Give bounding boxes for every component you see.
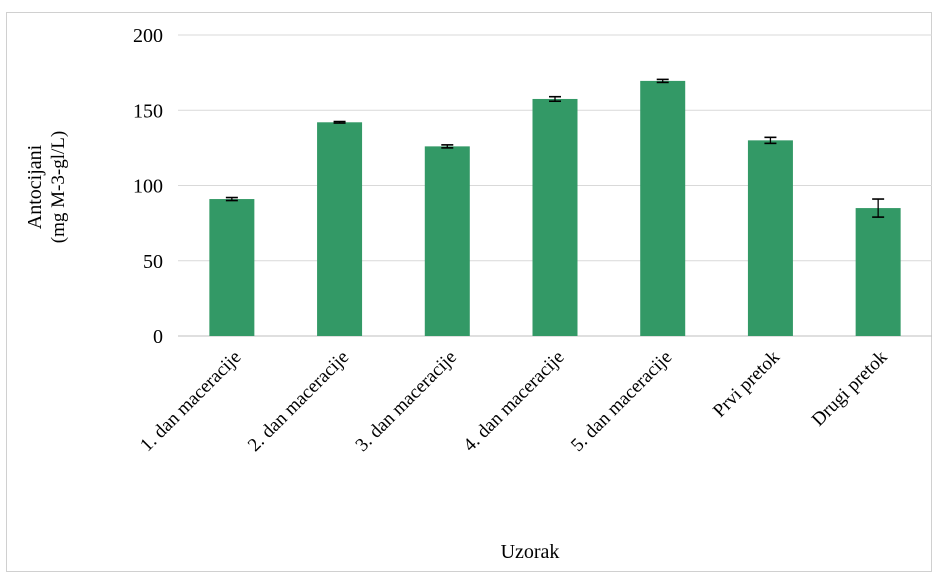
bar <box>424 146 470 336</box>
bar <box>640 80 686 336</box>
bar <box>747 140 793 336</box>
error-bar <box>225 196 238 202</box>
bars <box>209 80 901 337</box>
bar <box>317 122 363 336</box>
x-axis-title: Uzorak <box>501 541 560 563</box>
bar <box>209 199 255 336</box>
error-bar <box>441 144 454 149</box>
y-axis-title-line2: (mg M-3-gl/L) <box>48 131 69 243</box>
error-bar <box>764 136 777 145</box>
x-tick-label: 3. dan maceracije <box>352 347 461 456</box>
x-tick-label: 2. dan maceracije <box>244 347 353 456</box>
error-bar <box>549 95 561 103</box>
y-axis-title-line1: Antocijani <box>24 144 46 229</box>
error-bar <box>333 120 346 124</box>
error-bar <box>656 78 669 84</box>
y-tick-label: 0 <box>153 326 163 348</box>
y-tick-label: 50 <box>143 251 163 273</box>
x-tick-label: Drugi pretok <box>808 346 892 430</box>
y-tick-label: 200 <box>133 25 163 47</box>
y-tick-label: 150 <box>133 100 163 122</box>
x-tick-label: 4. dan maceracije <box>459 347 568 456</box>
y-tick-label: 100 <box>133 176 163 198</box>
error-bar <box>872 198 885 218</box>
x-tick-label: Prvi pretok <box>709 346 784 421</box>
y-tick-labels: 0 50 100 150 200 <box>133 25 163 348</box>
error-bars <box>225 78 885 218</box>
bar <box>855 208 901 336</box>
x-tick-label: 1. dan maceracije <box>136 347 245 456</box>
y-axis-title: Antocijani (mg M-3-gl/L) <box>24 131 69 243</box>
bar <box>532 98 578 337</box>
x-tick-label: 5. dan maceracije <box>567 347 676 456</box>
